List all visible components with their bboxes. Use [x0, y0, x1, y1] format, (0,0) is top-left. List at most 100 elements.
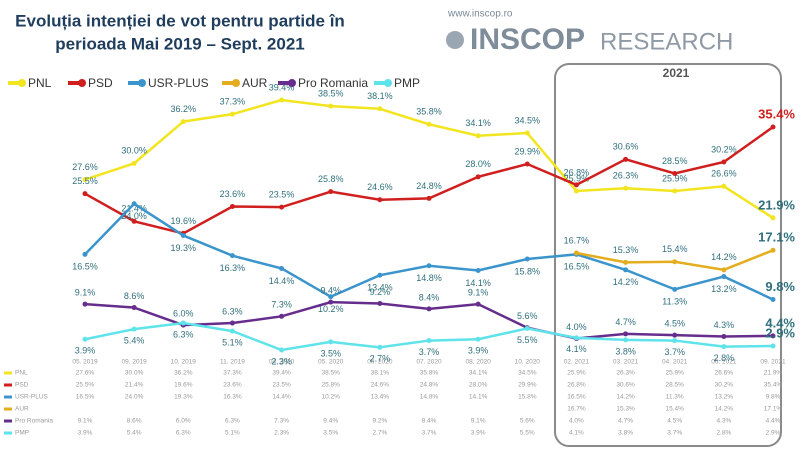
- data-point: [524, 161, 530, 167]
- data-point: [328, 299, 334, 305]
- table-cell: 39.4%: [272, 370, 291, 377]
- table-row-label: USR-PLUS: [15, 394, 49, 401]
- table-cell: 9.4%: [323, 418, 338, 425]
- table-row-label: PSD: [15, 382, 29, 389]
- data-point: [672, 259, 678, 265]
- data-label: 34.1%: [465, 118, 491, 128]
- data-label: 28.0%: [465, 159, 491, 169]
- data-point: [229, 203, 235, 209]
- legend-marker: [288, 79, 296, 87]
- table-cell: 30.6%: [616, 382, 635, 389]
- data-label: 11.3%: [662, 297, 687, 307]
- x-tick-label: 11. 2019: [220, 359, 245, 366]
- data-label: 8.4%: [419, 292, 440, 302]
- table-cell: 8.6%: [127, 418, 142, 425]
- chart-title: Evoluția intenției de vot pentru partide…: [15, 11, 345, 30]
- data-label: 14.1%: [465, 278, 491, 288]
- table-cell: 6.3%: [225, 418, 240, 425]
- data-label: 3.7%: [419, 347, 440, 357]
- data-label: 2.8%: [714, 353, 735, 363]
- data-point: [82, 301, 88, 307]
- data-point: [770, 215, 776, 221]
- data-point: [770, 333, 776, 339]
- data-point: [426, 195, 432, 201]
- table-cell: 30.2%: [715, 382, 734, 389]
- data-label: 6.3%: [222, 306, 243, 316]
- table-cell: 7.3%: [274, 418, 289, 425]
- table-cell: 36.2%: [174, 370, 193, 377]
- data-label: 6.3%: [173, 329, 194, 339]
- data-label: 25.5%: [72, 176, 98, 186]
- table-cell: 5.1%: [225, 430, 240, 437]
- data-label: 27.6%: [72, 162, 98, 172]
- data-point: [672, 286, 678, 292]
- data-label: 16.5%: [564, 262, 590, 272]
- data-point: [131, 160, 137, 166]
- data-point: [279, 347, 285, 353]
- data-point: [229, 111, 235, 117]
- x-tick-label: 02. 2021: [564, 359, 590, 366]
- data-point: [180, 232, 186, 238]
- table-cell: 25.9%: [567, 370, 586, 377]
- data-point: [82, 336, 88, 342]
- table-cell: 11.3%: [666, 394, 684, 401]
- data-label: 9.1%: [75, 288, 96, 298]
- data-point: [82, 177, 88, 183]
- table-cell: 34.5%: [518, 370, 537, 377]
- legend-label: AUR: [242, 76, 268, 90]
- table-cell: 9.8%: [766, 394, 781, 401]
- x-tick-label: 03. 2021: [613, 359, 639, 366]
- table-cell: 14.2%: [715, 406, 734, 413]
- logo-sub: RESEARCH: [600, 28, 733, 55]
- table-cell: 38.1%: [371, 370, 390, 377]
- data-label: 16.3%: [220, 263, 246, 273]
- table-cell: 16.5%: [76, 394, 95, 401]
- table-cell: 5.5%: [520, 430, 535, 437]
- table-cell: 4.5%: [667, 418, 682, 425]
- data-label: 13.2%: [711, 284, 737, 294]
- table-cell: 29.9%: [518, 382, 537, 389]
- x-tick-label: 08. 2020: [465, 359, 491, 366]
- data-point: [721, 344, 727, 350]
- data-point: [328, 339, 334, 345]
- table-cell: 2.9%: [766, 430, 781, 437]
- x-tick-label: 06. 2020: [367, 359, 393, 366]
- data-label: 4.5%: [664, 319, 685, 329]
- data-point: [229, 328, 235, 334]
- table-row-label: PMP: [15, 430, 29, 437]
- data-label: 36.2%: [171, 104, 197, 114]
- table-cell: 14.1%: [469, 394, 488, 401]
- data-point: [672, 188, 678, 194]
- data-label: 21.4%: [121, 204, 147, 214]
- table-cell: 4.0%: [569, 418, 584, 425]
- data-point: [672, 338, 678, 344]
- data-label: 3.9%: [75, 346, 96, 356]
- table-cell: 10.2%: [321, 394, 340, 401]
- data-point: [770, 247, 776, 253]
- data-point: [377, 106, 383, 112]
- chart-title: perioada Mai 2019 – Sept. 2021: [55, 34, 304, 53]
- x-tick-label: 04. 2021: [662, 359, 688, 366]
- data-label: 3.8%: [615, 346, 636, 356]
- data-label: 26.6%: [711, 169, 737, 179]
- table-cell: 6.3%: [176, 430, 191, 437]
- data-point: [229, 253, 235, 259]
- table-cell: 5.4%: [127, 430, 142, 437]
- data-point: [524, 325, 530, 331]
- data-point: [721, 183, 727, 189]
- data-point: [623, 185, 629, 191]
- data-point: [524, 130, 530, 136]
- data-point: [377, 301, 383, 307]
- data-label: 9.2%: [370, 287, 391, 297]
- data-point: [770, 343, 776, 349]
- data-label: 5.1%: [222, 338, 243, 348]
- x-tick-label: 07. 2020: [416, 359, 442, 366]
- x-tick-label: 05. 2020: [318, 359, 344, 366]
- data-label: 4.1%: [566, 344, 587, 354]
- data-label: 25.8%: [318, 174, 344, 184]
- data-label: 28.5%: [662, 156, 688, 166]
- table-cell: 3.5%: [323, 430, 338, 437]
- legend-label: PMP: [394, 76, 420, 90]
- x-tick-label: 05. 2019: [72, 359, 98, 366]
- data-label: 4.4%: [765, 315, 795, 330]
